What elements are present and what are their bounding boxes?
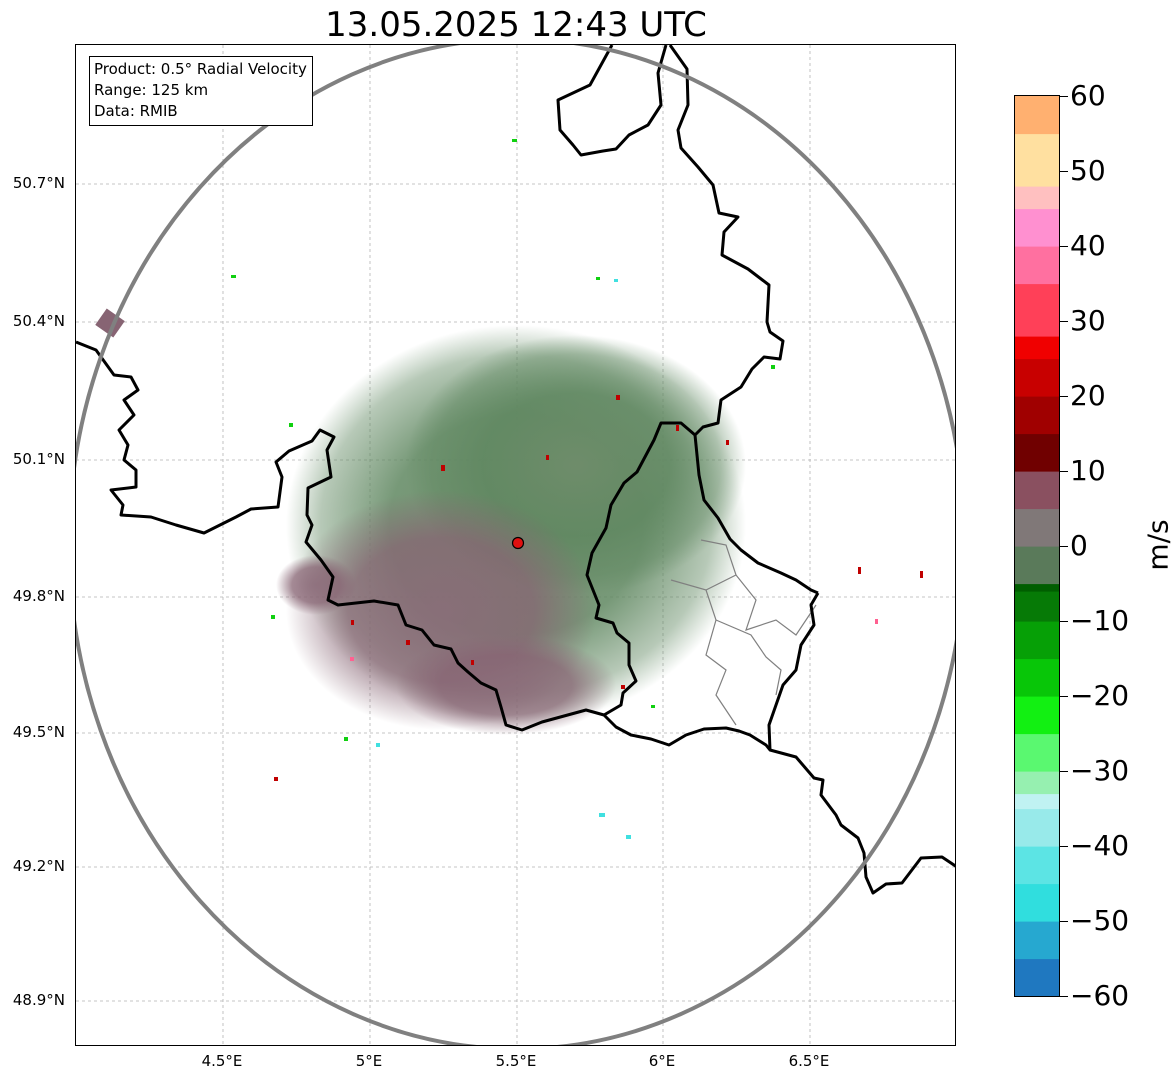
- radar-map[interactable]: [75, 44, 956, 1046]
- lat-label-50-7: 50.7°N: [12, 174, 65, 192]
- lon-label-6-5: 6.5°E: [788, 1052, 830, 1070]
- range-line: Range: 125 km: [94, 81, 209, 99]
- colorbar-band: [1015, 186, 1059, 210]
- lon-label-4-5: 4.5°E: [201, 1052, 243, 1070]
- region-borders: [670, 539, 817, 726]
- colorbar-tick: [1060, 921, 1068, 922]
- colorbar-band: [1015, 921, 1059, 960]
- lat-label-49-2: 49.2°N: [12, 857, 65, 875]
- colorbar-tick: [1060, 246, 1068, 247]
- lat-label-48-9: 48.9°N: [12, 991, 65, 1009]
- colorbar-band: [1015, 583, 1059, 592]
- lon-label-5-5: 5.5°E: [495, 1052, 537, 1070]
- radar-site-marker: [511, 536, 525, 550]
- colorbar-band: [1015, 808, 1059, 847]
- colorbar-tick-label: −40: [1070, 829, 1130, 862]
- colorbar-tick-label: −60: [1070, 979, 1130, 1012]
- lon-label-5: 5°E: [355, 1052, 383, 1070]
- colorbar-band: [1015, 208, 1059, 247]
- colorbar-unit-label: m/s: [1141, 519, 1171, 571]
- colorbar-tick: [1060, 96, 1068, 97]
- colorbar-tick: [1060, 621, 1068, 622]
- radar-map-canvas: [76, 45, 955, 1045]
- colorbar-tick-label: 20: [1070, 379, 1106, 412]
- colorbar-band: [1015, 846, 1059, 885]
- colorbar-tick: [1060, 171, 1068, 172]
- colorbar-band: [1015, 546, 1059, 585]
- colorbar-band: [1015, 883, 1059, 922]
- lat-label-49-5: 49.5°N: [12, 723, 65, 741]
- colorbar-tick: [1060, 996, 1068, 997]
- colorbar-tick-label: −10: [1070, 604, 1130, 637]
- colorbar-gradient: [1015, 96, 1059, 996]
- velocity-colorbar: [1014, 95, 1060, 997]
- colorbar-tick-label: −50: [1070, 904, 1130, 937]
- colorbar-tick-label: 60: [1070, 79, 1106, 112]
- colorbar-tick-label: 30: [1070, 304, 1106, 337]
- data-source-line: Data: RMIB: [94, 102, 178, 120]
- colorbar-tick-label: 40: [1070, 229, 1106, 262]
- colorbar-band: [1015, 733, 1059, 772]
- colorbar-band: [1015, 246, 1059, 285]
- colorbar-band: [1015, 396, 1059, 435]
- colorbar-band: [1015, 336, 1059, 360]
- colorbar-tick-label: 50: [1070, 154, 1106, 187]
- colorbar-band: [1015, 958, 1059, 996]
- country-borders: [76, 45, 955, 895]
- colorbar-band: [1015, 358, 1059, 397]
- colorbar-tick-label: −20: [1070, 679, 1130, 712]
- product-info-box: Product: 0.5° Radial Velocity Range: 125…: [89, 56, 313, 126]
- colorbar-band: [1015, 591, 1059, 622]
- colorbar-band: [1015, 508, 1059, 547]
- lat-label-50-1: 50.1°N: [12, 450, 65, 468]
- colorbar-band: [1015, 133, 1059, 187]
- lon-label-6: 6°E: [648, 1052, 676, 1070]
- map-title: 13.05.2025 12:43 UTC: [325, 5, 707, 45]
- colorbar-tick-label: 0: [1070, 529, 1088, 562]
- colorbar-tick: [1060, 471, 1068, 472]
- colorbar-tick: [1060, 321, 1068, 322]
- colorbar-band: [1015, 621, 1059, 660]
- colorbar-band: [1015, 793, 1059, 810]
- colorbar-tick: [1060, 846, 1068, 847]
- colorbar-band: [1015, 658, 1059, 697]
- colorbar-band: [1015, 471, 1059, 510]
- colorbar-band: [1015, 433, 1059, 472]
- colorbar-band: [1015, 283, 1059, 337]
- colorbar-band: [1015, 96, 1059, 135]
- colorbar-tick: [1060, 546, 1068, 547]
- colorbar-tick: [1060, 696, 1068, 697]
- velocity-echoes: [95, 139, 923, 839]
- lat-label-49-8: 49.8°N: [12, 587, 65, 605]
- colorbar-tick-label: −30: [1070, 754, 1130, 787]
- colorbar-band: [1015, 771, 1059, 795]
- colorbar-band: [1015, 696, 1059, 735]
- product-line: Product: 0.5° Radial Velocity: [94, 60, 307, 78]
- colorbar-tick-label: 10: [1070, 454, 1106, 487]
- colorbar-tick: [1060, 771, 1068, 772]
- colorbar-tick: [1060, 396, 1068, 397]
- lat-label-50-4: 50.4°N: [12, 312, 65, 330]
